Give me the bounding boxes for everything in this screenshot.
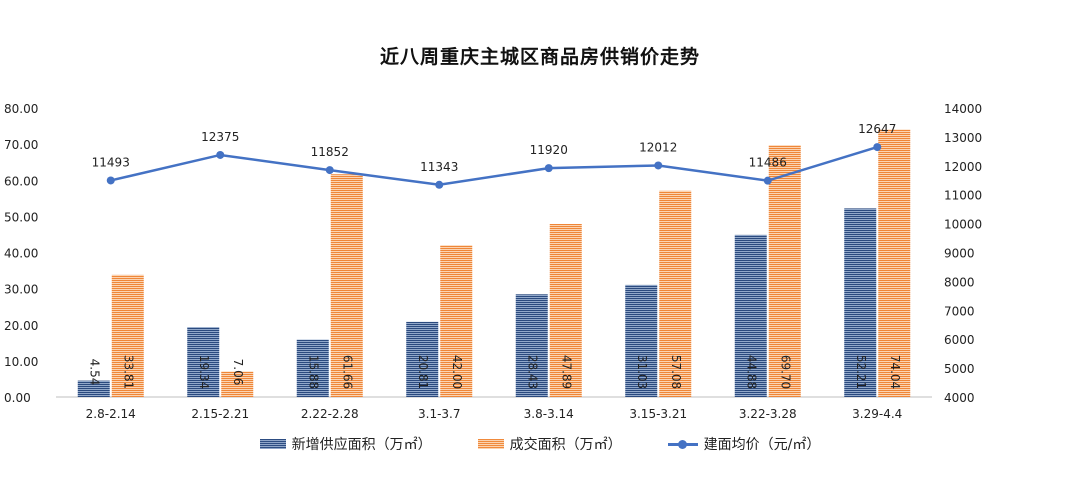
y-left-tick-label: 70.00 bbox=[4, 138, 38, 152]
price-value-label: 11493 bbox=[92, 155, 130, 169]
x-tick-label: 3.22-3.28 bbox=[739, 407, 797, 421]
x-tick-label: 2.8-2.14 bbox=[86, 407, 136, 421]
y-right-tick-label: 12000 bbox=[944, 160, 982, 174]
y-right-tick-label: 5000 bbox=[944, 362, 975, 376]
price-point bbox=[435, 180, 444, 189]
price-point bbox=[325, 166, 334, 175]
price-point bbox=[654, 161, 663, 170]
y-left-tick-label: 30.00 bbox=[4, 283, 38, 297]
price-value-label: 12012 bbox=[639, 140, 677, 154]
bar-sales-value-label: 33.81 bbox=[121, 355, 135, 389]
y-right-tick-label: 11000 bbox=[944, 189, 982, 203]
legend-swatch-price bbox=[667, 439, 698, 449]
bar-sales bbox=[440, 245, 473, 397]
bar-sales-value-label: 7.06 bbox=[231, 359, 245, 386]
bar-sales bbox=[330, 174, 363, 397]
bar-sales-value-label: 42.00 bbox=[450, 355, 464, 389]
y-right-tick-label: 6000 bbox=[944, 333, 975, 347]
x-tick-label: 2.22-2.28 bbox=[301, 407, 359, 421]
y-right-tick-label: 4000 bbox=[944, 391, 975, 405]
bar-sales-value-label: 74.04 bbox=[888, 355, 902, 389]
price-value-label: 12375 bbox=[201, 130, 239, 144]
price-point bbox=[216, 150, 225, 159]
price-value-label: 11343 bbox=[420, 160, 458, 174]
legend-item-supply: 新增供应面积（万㎡） bbox=[259, 434, 432, 454]
bar-supply bbox=[187, 327, 220, 397]
legend-item-sales: 成交面积（万㎡） bbox=[477, 434, 622, 454]
price-value-label: 11920 bbox=[530, 143, 568, 157]
bar-sales-value-label: 57.08 bbox=[669, 355, 683, 389]
x-tick-label: 3.15-3.21 bbox=[629, 407, 687, 421]
bar-supply-value-label: 52.21 bbox=[854, 355, 868, 389]
bar-sales-value-label: 61.66 bbox=[340, 355, 354, 389]
y-left-tick-label: 80.00 bbox=[4, 102, 38, 116]
y-right-tick-label: 9000 bbox=[944, 247, 975, 261]
y-left-tick-label: 20.00 bbox=[4, 319, 38, 333]
bar-sales bbox=[111, 274, 144, 397]
legend-label-supply: 新增供应面积（万㎡） bbox=[291, 437, 432, 453]
bar-sales bbox=[549, 223, 582, 397]
y-right-tick-label: 13000 bbox=[944, 131, 982, 145]
bar-supply-value-label: 44.88 bbox=[744, 355, 758, 389]
bar-supply bbox=[625, 284, 658, 397]
y-left-tick-label: 60.00 bbox=[4, 174, 38, 188]
bar-sales bbox=[768, 145, 801, 397]
chart-legend: 新增供应面积（万㎡） 成交面积（万㎡） 建面均价（元/㎡） bbox=[0, 434, 1080, 454]
price-value-label: 12647 bbox=[858, 122, 896, 136]
price-point bbox=[544, 164, 553, 173]
price-line bbox=[110, 145, 878, 187]
legend-item-price: 建面均价（元/㎡） bbox=[667, 434, 821, 454]
bar-supply-value-label: 15.88 bbox=[306, 355, 320, 389]
bar-supply bbox=[734, 234, 767, 397]
x-tick-label: 3.29-4.4 bbox=[852, 407, 902, 421]
price-point bbox=[106, 176, 115, 185]
legend-swatch-supply bbox=[259, 439, 286, 449]
y-right-tick-label: 7000 bbox=[944, 304, 975, 318]
bar-supply bbox=[296, 339, 329, 397]
x-tick-label: 3.8-3.14 bbox=[524, 407, 574, 421]
bar-supply-value-label: 20.81 bbox=[416, 355, 430, 389]
x-tick-label: 3.1-3.7 bbox=[418, 407, 461, 421]
price-point bbox=[763, 176, 772, 185]
bar-sales bbox=[659, 190, 692, 397]
bar-supply bbox=[77, 380, 110, 397]
bar-sales-value-label: 47.89 bbox=[559, 355, 573, 389]
y-left-tick-label: 50.00 bbox=[4, 210, 38, 224]
bar-supply-value-label: 4.54 bbox=[87, 359, 101, 386]
legend-label-price: 建面均价（元/㎡） bbox=[703, 437, 821, 453]
price-point bbox=[873, 143, 882, 152]
price-value-label: 11486 bbox=[749, 156, 787, 170]
y-left-tick-label: 0.00 bbox=[4, 391, 31, 405]
bar-supply bbox=[515, 294, 548, 397]
bar-supply-value-label: 28.43 bbox=[525, 355, 539, 389]
bar-supply bbox=[844, 208, 877, 397]
x-tick-label: 2.15-2.21 bbox=[191, 407, 249, 421]
legend-label-sales: 成交面积（万㎡） bbox=[509, 437, 622, 453]
legend-swatch-sales bbox=[477, 439, 504, 449]
y-left-tick-label: 40.00 bbox=[4, 247, 38, 261]
bar-sales-value-label: 69.70 bbox=[778, 355, 792, 389]
y-right-tick-label: 8000 bbox=[944, 275, 975, 289]
chart-title: 近八周重庆主城区商品房供销价走势 bbox=[379, 46, 700, 68]
price-value-label: 11852 bbox=[311, 145, 349, 159]
bar-supply-value-label: 19.34 bbox=[197, 355, 211, 389]
bar-supply bbox=[406, 321, 439, 397]
y-right-tick-label: 14000 bbox=[944, 102, 982, 116]
y-left-tick-label: 10.00 bbox=[4, 355, 38, 369]
y-right-tick-label: 10000 bbox=[944, 218, 982, 232]
bar-sales bbox=[221, 371, 254, 397]
bar-sales bbox=[878, 129, 911, 397]
bar-supply-value-label: 31.03 bbox=[635, 355, 649, 389]
